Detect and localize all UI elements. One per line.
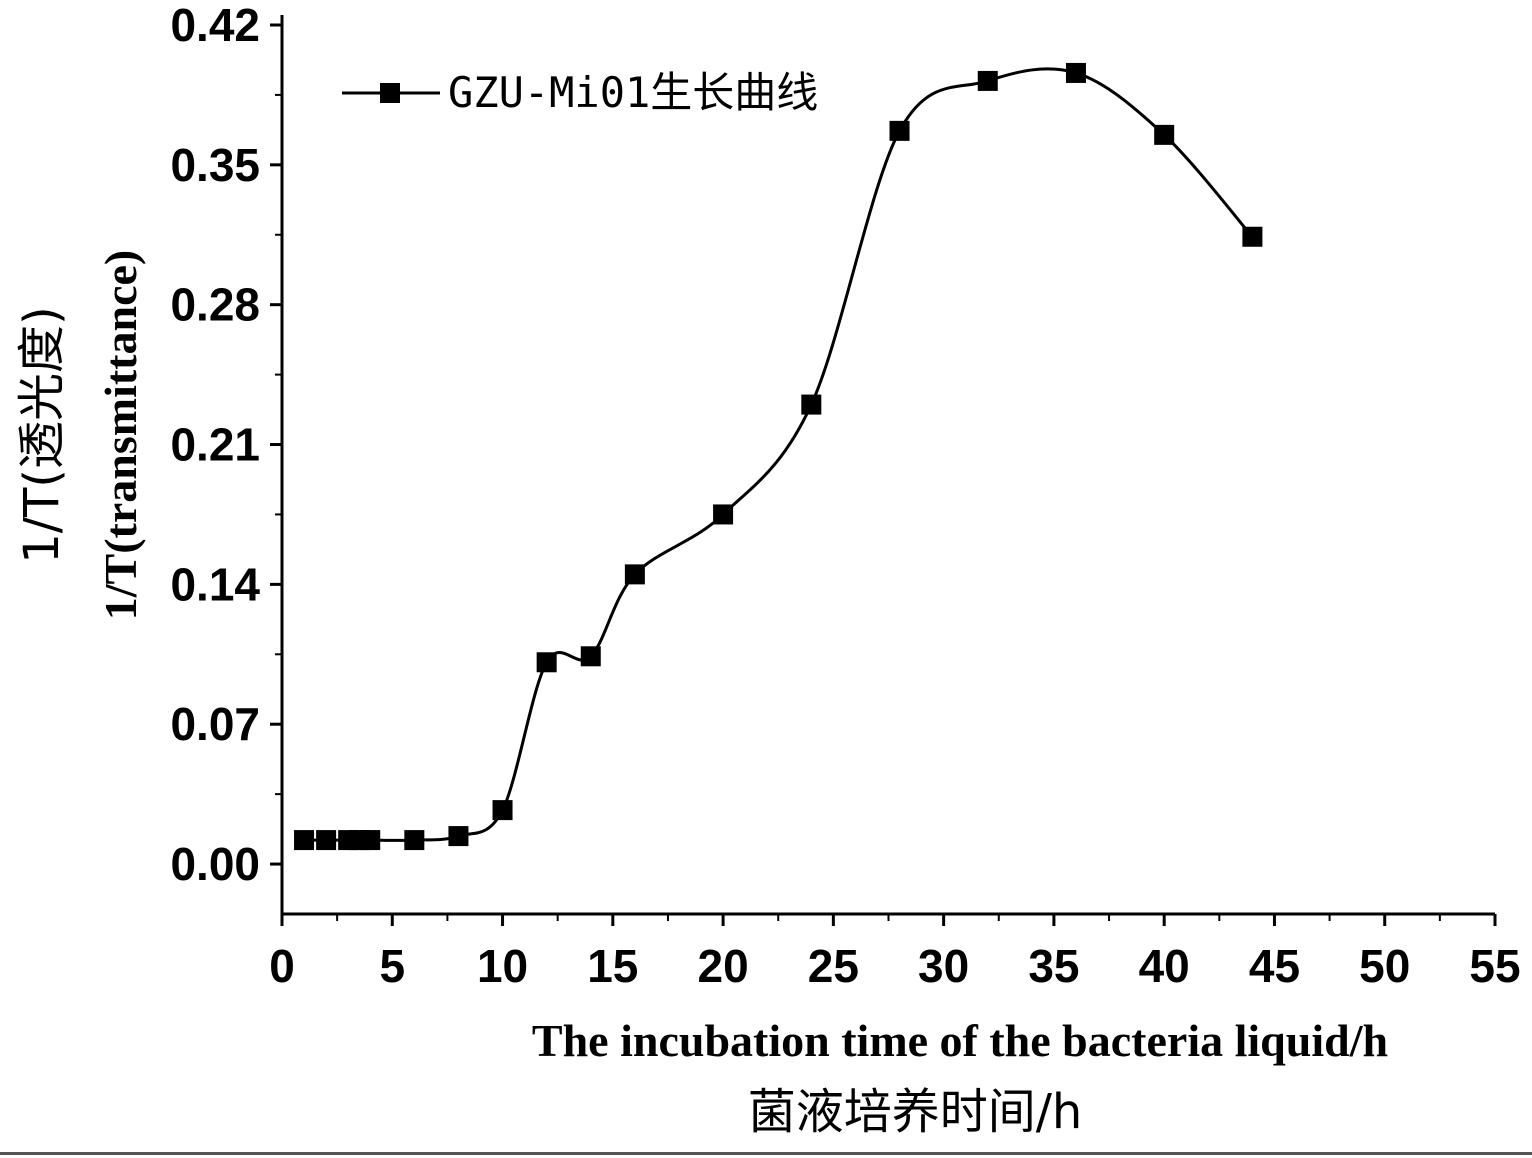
y-axis-title-cn: 1/T(透光度) [14, 306, 70, 564]
data-point [1154, 124, 1175, 145]
x-axis-ticks: 0 5 10 15 20 25 30 35 40 45 50 55 [269, 914, 1521, 992]
data-point [1065, 62, 1086, 83]
data-point [536, 652, 557, 673]
series-layer [294, 62, 1263, 851]
data-point [294, 830, 315, 851]
x-tick-label: 5 [379, 940, 405, 992]
y-tick-label: 0.28 [170, 279, 260, 331]
data-point [889, 120, 910, 141]
y-tick-label: 0.42 [170, 0, 260, 51]
y-tick-label: 0.00 [170, 838, 260, 890]
y-tick-label: 0.21 [170, 419, 260, 471]
legend-label: GZU-Mi01生长曲线 [448, 68, 818, 117]
bottom-divider [0, 1152, 1532, 1155]
x-axis-title-en: The incubation time of the bacteria liqu… [532, 1015, 1388, 1066]
x-tick-label: 40 [1139, 940, 1190, 992]
data-point [360, 830, 381, 851]
data-point [492, 800, 513, 821]
x-tick-label: 20 [698, 940, 749, 992]
y-axis-ticks: 0.00 0.07 0.14 0.21 0.28 0.35 0.42 [170, 0, 282, 890]
x-tick-label: 35 [1028, 940, 1079, 992]
y-tick-label: 0.14 [170, 558, 260, 610]
y-axis-title-en: 1/T(transmittance) [95, 250, 146, 620]
x-tick-label: 30 [918, 940, 969, 992]
data-point [977, 70, 998, 91]
y-tick-label: 0.07 [170, 698, 260, 750]
x-tick-label: 0 [269, 940, 295, 992]
data-point [316, 830, 337, 851]
y-tick-label: 0.35 [170, 139, 260, 191]
data-point [713, 504, 734, 525]
x-axis-title-cn: 菌液培养时间/h [748, 1084, 1083, 1140]
x-tick-label: 10 [477, 940, 528, 992]
x-tick-label: 25 [808, 940, 859, 992]
series-line [304, 67, 1254, 842]
data-point [801, 394, 822, 415]
legend-marker [380, 83, 400, 103]
data-point [1242, 226, 1263, 247]
data-point [624, 564, 645, 585]
legend: GZU-Mi01生长曲线 [342, 68, 818, 117]
x-tick-label: 55 [1469, 940, 1520, 992]
x-tick-label: 45 [1249, 940, 1300, 992]
data-point [404, 830, 425, 851]
axes [280, 15, 1495, 916]
data-point [580, 646, 601, 667]
x-tick-label: 50 [1359, 940, 1410, 992]
x-tick-label: 15 [587, 940, 638, 992]
data-point [448, 826, 469, 847]
